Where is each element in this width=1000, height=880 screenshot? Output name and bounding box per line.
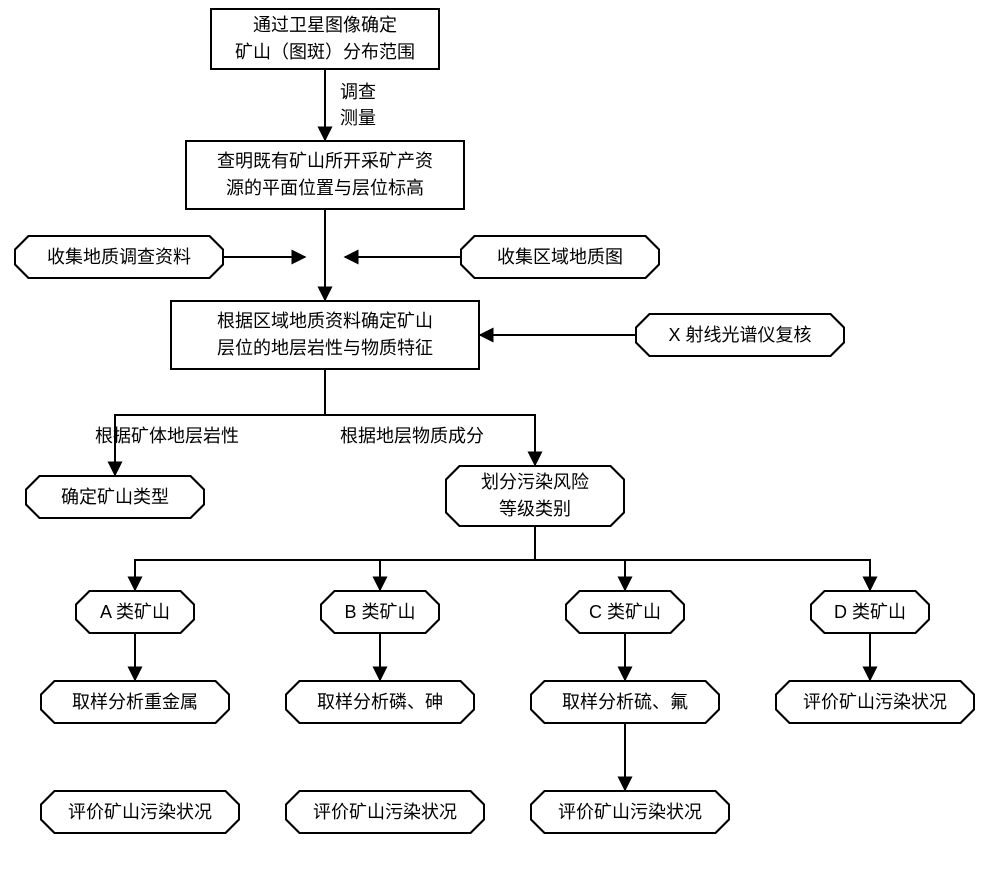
- edge-label-by-composition: 根据地层物质成分: [340, 422, 484, 448]
- node-collect-regional-map: 收集区域地质图: [460, 235, 660, 279]
- node-evaluate-pollution-d: 评价矿山污染状况: [775, 680, 975, 724]
- node-xray-spectrometer-review: X 射线光谱仪复核: [635, 313, 845, 357]
- node-evaluate-pollution-b: 评价矿山污染状况: [285, 790, 485, 834]
- node-sample-s-f: 取样分析硫、氟: [530, 680, 720, 724]
- node-determine-mine-type: 确定矿山类型: [25, 475, 205, 519]
- node-mine-class-b: B 类矿山: [320, 590, 440, 634]
- node-evaluate-pollution-c: 评价矿山污染状况: [530, 790, 730, 834]
- node-classify-pollution-risk: 划分污染风险等级类别: [445, 465, 625, 527]
- edge-label-by-lithology: 根据矿体地层岩性: [95, 422, 239, 448]
- node-evaluate-pollution-a: 评价矿山污染状况: [40, 790, 240, 834]
- node-determine-lithology: 根据区域地质资料确定矿山层位的地层岩性与物质特征: [170, 300, 480, 370]
- node-identify-plane-elevation: 查明既有矿山所开采矿产资源的平面位置与层位标高: [185, 140, 465, 210]
- node-sample-p-as: 取样分析磷、砷: [285, 680, 475, 724]
- edge-label-investigate: 调查: [340, 78, 376, 104]
- node-collect-survey-data: 收集地质调查资料: [14, 235, 224, 279]
- edge-label-measure: 测量: [340, 104, 376, 130]
- node-mine-class-c: C 类矿山: [565, 590, 685, 634]
- node-satellite-determine: 通过卫星图像确定矿山（图斑）分布范围: [210, 8, 440, 70]
- node-mine-class-d: D 类矿山: [810, 590, 930, 634]
- node-sample-heavy-metals: 取样分析重金属: [40, 680, 230, 724]
- node-mine-class-a: A 类矿山: [75, 590, 195, 634]
